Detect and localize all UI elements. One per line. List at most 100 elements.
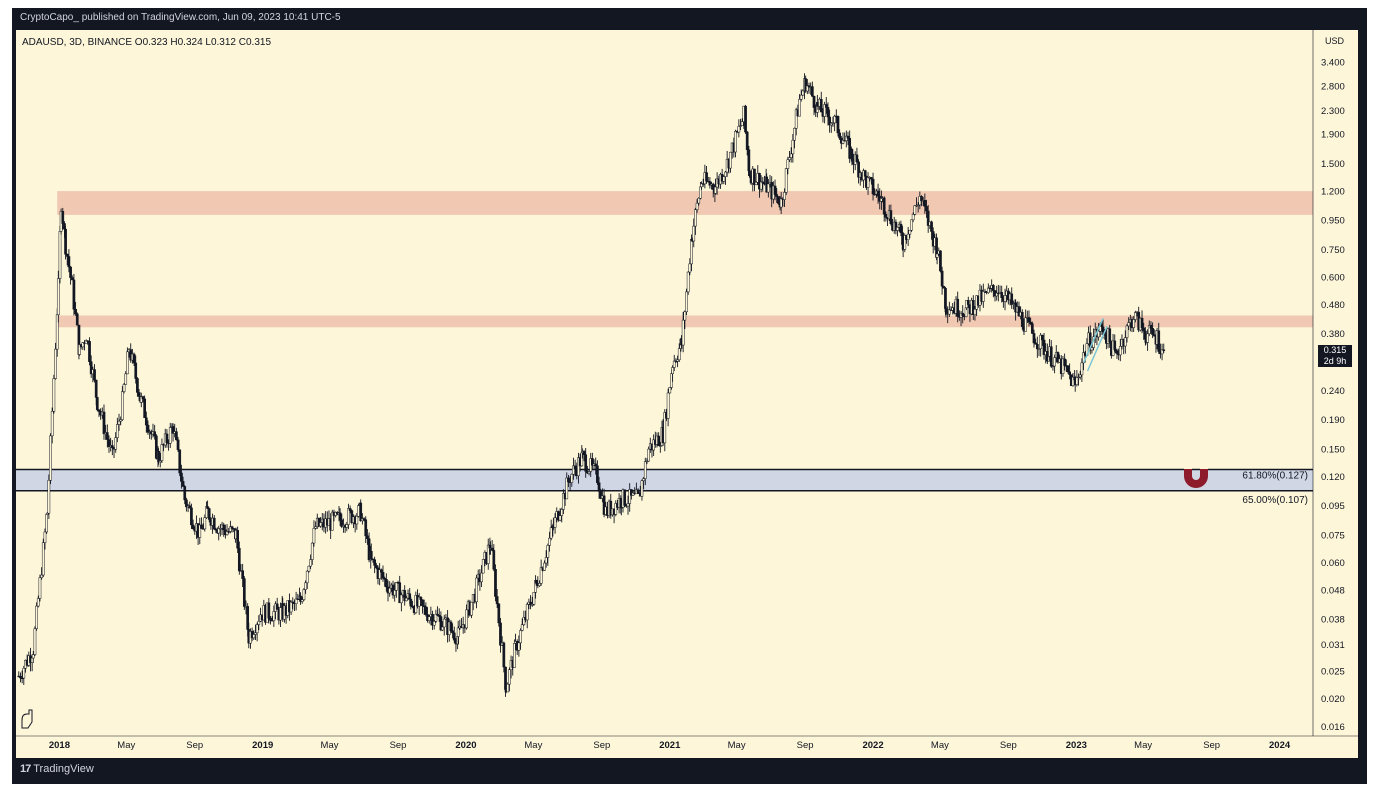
- candle-body: [304, 582, 307, 590]
- candle-body: [160, 444, 164, 461]
- candle-body: [1053, 357, 1056, 367]
- candle-body: [630, 489, 633, 496]
- candle-body: [355, 516, 359, 525]
- candle-body: [470, 601, 473, 616]
- zones-layer: [57, 191, 1313, 328]
- candle-body: [497, 603, 501, 624]
- candle-body: [567, 477, 570, 483]
- candle-body: [925, 206, 928, 212]
- candle-body: [626, 503, 630, 507]
- candle-body: [132, 353, 136, 364]
- candle-body: [421, 599, 424, 606]
- candle-body: [371, 558, 375, 561]
- candle-body: [602, 495, 606, 515]
- candle-body: [272, 611, 276, 622]
- candle-body: [942, 285, 946, 289]
- candle-body: [422, 605, 426, 608]
- candle-body: [1118, 346, 1122, 356]
- candle-body: [237, 547, 241, 572]
- time-tick-label: 2019: [252, 740, 273, 751]
- candle-body: [22, 668, 26, 679]
- candle-body: [836, 116, 840, 134]
- candle-body: [944, 288, 947, 309]
- candle-body: [381, 571, 385, 579]
- chart-panel[interactable]: 61.80%(0.127) 65.00%(0.107) 3.400 2.800 2.3…: [16, 30, 1358, 758]
- candle-body: [1115, 350, 1119, 354]
- candle-body: [345, 524, 349, 528]
- candle-body: [424, 606, 428, 615]
- candle-body: [69, 266, 72, 278]
- candle-body: [966, 300, 970, 305]
- candle-body: [178, 449, 182, 474]
- candle-body: [97, 409, 101, 412]
- chart-plot[interactable]: 61.80%(0.127) 65.00%(0.107) 3.400 2.800 2.3…: [16, 30, 1358, 758]
- candle-body: [198, 524, 202, 538]
- candle-body: [114, 437, 118, 450]
- candle-body: [419, 596, 423, 601]
- candle-body: [672, 360, 676, 368]
- candle-body: [647, 448, 650, 462]
- tradingview-logo-icon[interactable]: 17 TradingView: [20, 763, 94, 775]
- candle-body: [745, 131, 749, 151]
- channel-layer: [1082, 318, 1108, 372]
- candle-body: [671, 367, 674, 374]
- time-tick-label: May: [321, 740, 339, 751]
- candle-body: [398, 582, 402, 604]
- candle-body: [395, 582, 398, 591]
- candle-body: [1027, 317, 1031, 323]
- time-tick-label: May: [728, 740, 746, 751]
- candle-body: [437, 615, 441, 617]
- candle-body: [923, 200, 927, 207]
- candle-body: [748, 170, 751, 177]
- candle-body: [1147, 324, 1151, 335]
- candle-body: [475, 577, 478, 603]
- candle-body: [254, 632, 257, 635]
- ruler-icon[interactable]: [21, 709, 33, 729]
- candle-body: [577, 457, 580, 476]
- candle-body: [529, 601, 532, 606]
- candle-body: [175, 431, 178, 441]
- candle-body: [72, 279, 76, 310]
- candle-body: [405, 597, 408, 602]
- candle-body: [805, 85, 809, 92]
- candle-body: [119, 419, 123, 422]
- candle-body: [807, 85, 811, 88]
- candle-body: [804, 78, 808, 92]
- candle-body: [652, 439, 655, 451]
- candle-body: [784, 168, 788, 193]
- candle-body: [176, 439, 180, 451]
- candle-body: [694, 209, 697, 227]
- candle-body: [688, 263, 692, 273]
- resistance-zone: [57, 191, 1313, 215]
- candle-body: [289, 601, 293, 613]
- candle-body: [279, 607, 282, 621]
- candle-body: [126, 351, 129, 375]
- candle-body: [56, 278, 60, 316]
- magnet-icon[interactable]: [1184, 466, 1208, 488]
- candle-body: [1077, 376, 1080, 379]
- candle-body: [1068, 371, 1071, 375]
- price-axis: 3.400 2.800 2.300 1.900 1.500 1.200 0.950 0.750…: [1321, 57, 1345, 732]
- candle-body: [1160, 349, 1164, 355]
- candle-body: [1034, 342, 1038, 345]
- candle-body: [436, 613, 439, 616]
- candle-body: [1010, 293, 1014, 305]
- candle-body: [910, 219, 913, 231]
- candle-body: [1113, 349, 1117, 351]
- candle-body: [31, 654, 35, 659]
- price-tick-label: 2.300: [1321, 106, 1345, 117]
- candle-body: [1000, 292, 1004, 298]
- candle-body: [1024, 317, 1027, 332]
- candle-body: [1037, 348, 1041, 350]
- candle-body: [378, 569, 382, 579]
- candle-body: [899, 223, 903, 233]
- candle-body: [441, 626, 444, 631]
- candle-body: [645, 460, 649, 463]
- price-tick-label: 0.095: [1321, 501, 1345, 512]
- price-tick-label: 0.075: [1321, 530, 1345, 541]
- price-tick-label: 0.048: [1321, 586, 1345, 597]
- candle-body: [49, 435, 52, 481]
- candle-body: [683, 311, 687, 321]
- candle-body: [700, 183, 703, 188]
- candle-body: [89, 361, 93, 375]
